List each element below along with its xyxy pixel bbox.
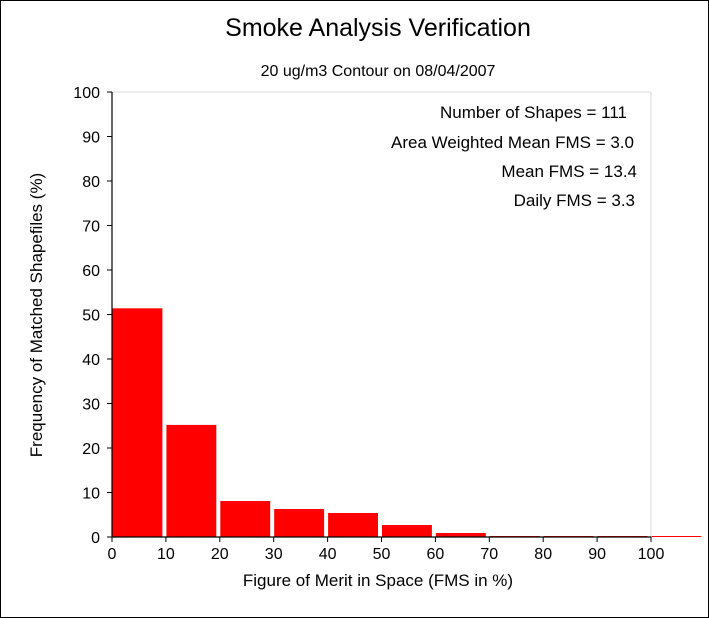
y-tick-label-100: 100 [73,85,100,102]
x-tick-label-40: 40 [319,546,337,563]
bar-60 [435,533,486,537]
y-tick-label-40: 40 [82,352,100,369]
y-tick-label-80: 80 [82,174,100,191]
x-tick-label-100: 100 [638,546,665,563]
bar-30 [274,509,325,537]
y-axis-label: Frequency of Matched Shapefiles (%) [27,173,46,457]
x-tick-label-0: 0 [108,546,117,563]
bar-0 [112,308,163,537]
bar-20 [220,501,271,537]
y-tick-label-90: 90 [82,130,100,147]
bar-10 [166,424,217,537]
y-tick-label-10: 10 [82,486,100,503]
y-tick-label-50: 50 [82,308,100,325]
y-tick-label-30: 30 [82,397,100,414]
chart-subtitle: 20 ug/m3 Contour on 08/04/2007 [261,63,496,80]
x-axis-ticks: 0 10 20 30 40 50 60 70 80 90 100 [108,537,665,563]
x-tick-label-90: 90 [588,546,606,563]
y-tick-label-60: 60 [82,263,100,280]
x-tick-label-80: 80 [534,546,552,563]
x-axis-label: Figure of Merit in Space (FMS in %) [243,571,513,590]
chart-title: Smoke Analysis Verification [225,14,531,42]
x-tick-label-70: 70 [480,546,498,563]
bar-series [112,308,702,537]
annotation-area-weighted-mean-fms: Area Weighted Mean FMS = 3.0 [391,133,634,152]
x-tick-label-30: 30 [265,546,283,563]
bar-100 [651,536,702,537]
x-tick-label-60: 60 [427,546,445,563]
stats-annotations: Number of Shapes = 111 Area Weighted Mea… [391,103,637,210]
y-axis-ticks: 0 10 20 30 40 50 60 70 80 90 100 [73,85,112,547]
annotation-daily-fms: Daily FMS = 3.3 [514,191,635,210]
y-tick-label-0: 0 [91,530,100,547]
x-tick-label-50: 50 [373,546,391,563]
bar-50 [382,525,432,537]
annotation-mean-fms: Mean FMS = 13.4 [501,162,637,181]
y-tick-label-70: 70 [82,219,100,236]
y-tick-label-20: 20 [82,441,100,458]
annotation-number-of-shapes: Number of Shapes = 111 [440,103,627,122]
bar-40 [328,513,378,537]
x-tick-label-10: 10 [157,546,175,563]
x-tick-label-20: 20 [211,546,229,563]
